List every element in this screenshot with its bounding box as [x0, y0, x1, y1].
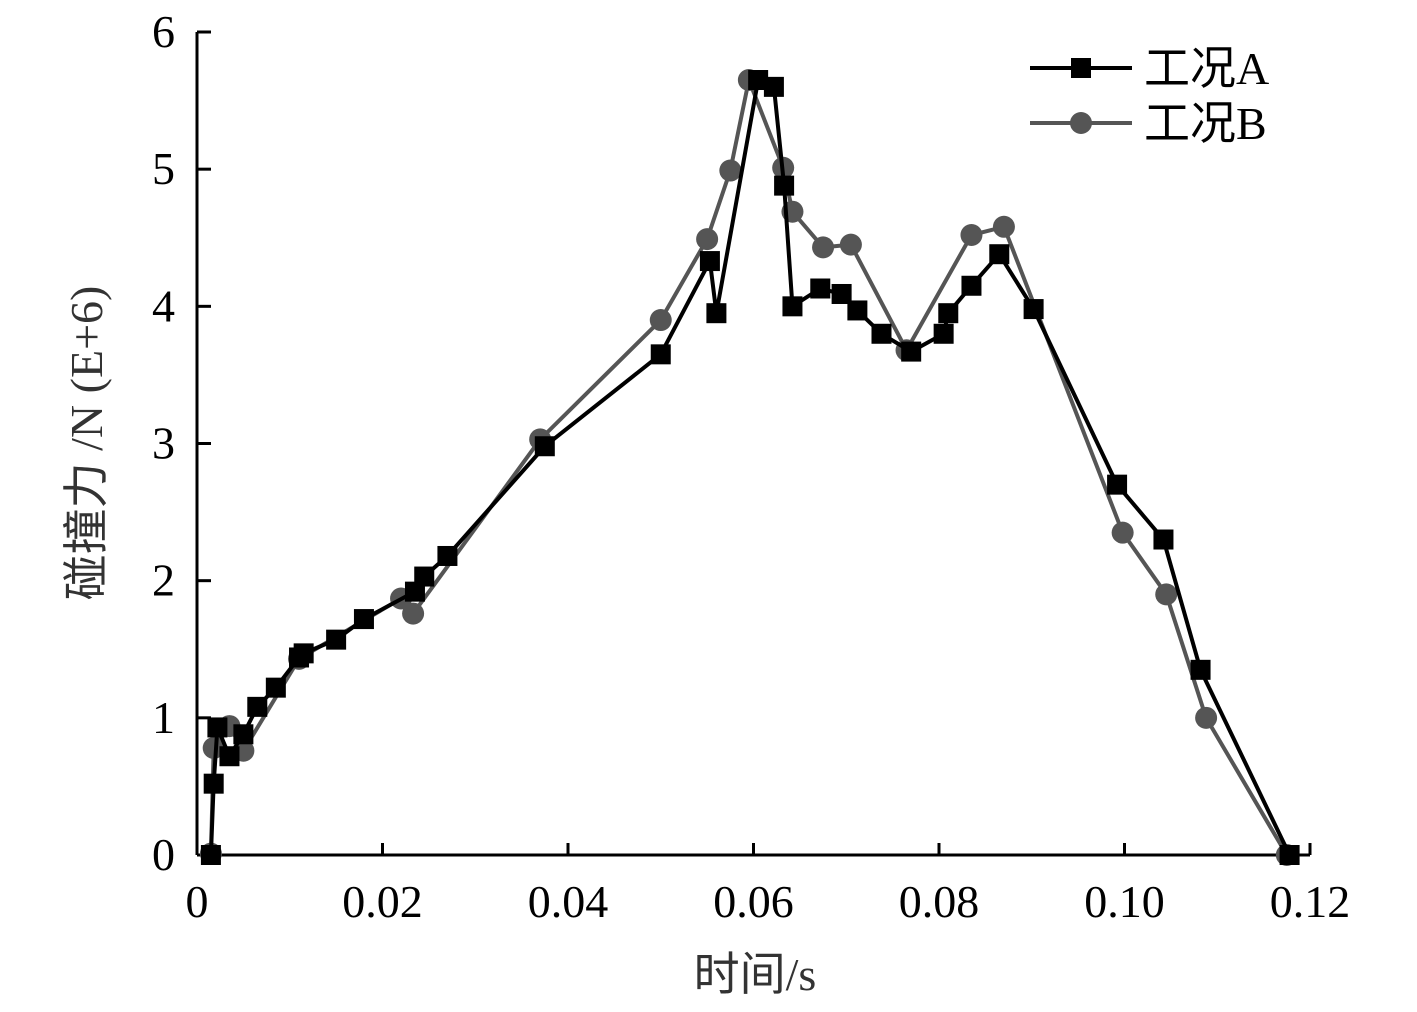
data-point	[989, 244, 1010, 265]
series-layer	[199, 69, 1300, 866]
data-point	[404, 581, 425, 602]
data-point	[1107, 474, 1128, 495]
series-line	[208, 78, 1289, 857]
data-point	[650, 344, 671, 365]
y-tick-label: 0	[152, 829, 175, 880]
legend-marker	[1071, 58, 1091, 78]
data-point	[534, 436, 555, 457]
data-point	[247, 696, 268, 717]
x-tick-label: 0.06	[713, 876, 794, 927]
x-tick-label: 0.10	[1084, 876, 1165, 927]
data-point	[847, 300, 868, 321]
data-point	[699, 251, 720, 272]
data-point	[1111, 521, 1134, 544]
data-point	[200, 845, 221, 865]
data-point	[831, 283, 852, 304]
legend-item-b: 工况B	[1030, 98, 1267, 149]
data-point	[233, 724, 254, 745]
x-tick-label: 0.02	[342, 876, 423, 927]
data-point	[839, 233, 862, 256]
data-point	[706, 303, 727, 324]
data-point	[414, 566, 435, 587]
data-point	[871, 323, 892, 344]
data-point	[293, 643, 314, 664]
data-point	[402, 602, 425, 625]
data-point	[812, 236, 835, 259]
data-point	[810, 278, 831, 299]
y-tick-label: 4	[152, 280, 175, 331]
legend-item-a: 工况A	[1030, 43, 1269, 94]
data-point	[1153, 529, 1174, 550]
data-point	[992, 215, 1015, 238]
x-tick-label: 0	[186, 876, 209, 927]
data-point	[763, 76, 784, 97]
data-point	[353, 609, 374, 630]
data-point	[901, 341, 922, 362]
data-point	[933, 323, 954, 344]
data-point	[265, 677, 286, 698]
data-point	[1023, 299, 1044, 320]
data-point	[207, 717, 228, 738]
data-point	[437, 545, 458, 566]
series-line	[208, 78, 1292, 856]
data-point	[1155, 583, 1178, 606]
data-point	[782, 296, 803, 317]
data-point	[719, 159, 742, 182]
x-tick-label: 0.12	[1270, 876, 1351, 927]
data-point	[748, 70, 769, 91]
y-tick-label: 1	[152, 692, 175, 743]
y-tick-label: 2	[152, 555, 175, 606]
x-axis-title: 时间/s	[694, 949, 817, 1000]
y-tick-label: 6	[152, 6, 175, 57]
legend-marker	[1070, 112, 1092, 134]
y-axis-title: 碰撞力 /N (E+6)	[61, 286, 112, 601]
data-point	[696, 228, 719, 251]
data-point	[326, 629, 347, 650]
data-point	[202, 737, 225, 760]
series-a	[200, 70, 1300, 865]
data-point	[961, 275, 982, 296]
data-point	[1279, 845, 1300, 865]
x-tick-label: 0.08	[899, 876, 980, 927]
axes: 0 0.02 0.04 0.06 0.08 0.10 0.12 0 1 2 3 4 5 6	[152, 6, 1350, 927]
legend-label: 工况B	[1144, 98, 1267, 149]
data-point	[938, 303, 959, 324]
legend-label: 工况A	[1144, 43, 1269, 94]
data-point	[774, 175, 795, 196]
y-tick-label: 3	[152, 418, 175, 469]
y-tick-label: 5	[152, 143, 175, 194]
data-point	[1195, 706, 1218, 729]
series-b	[199, 69, 1298, 866]
data-point	[649, 309, 672, 332]
data-point	[219, 746, 240, 767]
x-tick-label: 0.04	[528, 876, 609, 927]
data-point	[1190, 659, 1211, 680]
data-point	[203, 773, 224, 794]
data-point	[960, 224, 983, 247]
